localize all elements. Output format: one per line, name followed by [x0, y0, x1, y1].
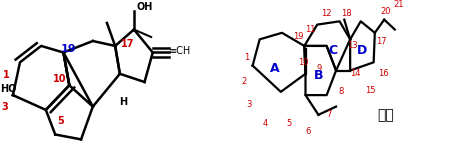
Text: D: D — [357, 44, 367, 57]
Text: 14: 14 — [350, 69, 360, 78]
Text: 5: 5 — [58, 116, 64, 126]
Text: 21: 21 — [393, 0, 404, 9]
Text: 3: 3 — [246, 101, 252, 109]
Text: 6: 6 — [305, 127, 311, 136]
Text: ≡CH: ≡CH — [169, 46, 191, 56]
Text: 2: 2 — [242, 78, 247, 86]
Text: 12: 12 — [321, 9, 332, 18]
Text: 17: 17 — [376, 37, 387, 45]
Text: 13: 13 — [347, 41, 358, 50]
Text: 16: 16 — [378, 69, 388, 78]
Text: 5: 5 — [286, 119, 292, 127]
Text: 1: 1 — [244, 53, 250, 62]
Text: 18: 18 — [341, 9, 352, 18]
Text: H: H — [119, 97, 127, 107]
Text: 7: 7 — [326, 110, 332, 119]
Text: 孕眨: 孕眨 — [377, 108, 394, 122]
Text: OH: OH — [136, 2, 153, 11]
Text: 20: 20 — [380, 7, 391, 16]
Text: A: A — [270, 62, 280, 75]
Text: 17: 17 — [120, 39, 134, 49]
Text: 11: 11 — [305, 25, 315, 34]
Text: 3: 3 — [1, 102, 8, 112]
Text: C: C — [328, 44, 337, 57]
Text: HO: HO — [0, 84, 16, 93]
Text: 10: 10 — [298, 58, 308, 67]
Text: 1: 1 — [3, 71, 10, 80]
Text: 15: 15 — [365, 86, 376, 95]
Text: 19: 19 — [60, 44, 76, 54]
Text: 9: 9 — [317, 64, 322, 73]
Text: 8: 8 — [338, 87, 344, 96]
Text: 19: 19 — [293, 32, 304, 41]
Text: 4: 4 — [263, 119, 268, 127]
Text: 10: 10 — [53, 74, 67, 84]
Text: B: B — [313, 69, 323, 82]
